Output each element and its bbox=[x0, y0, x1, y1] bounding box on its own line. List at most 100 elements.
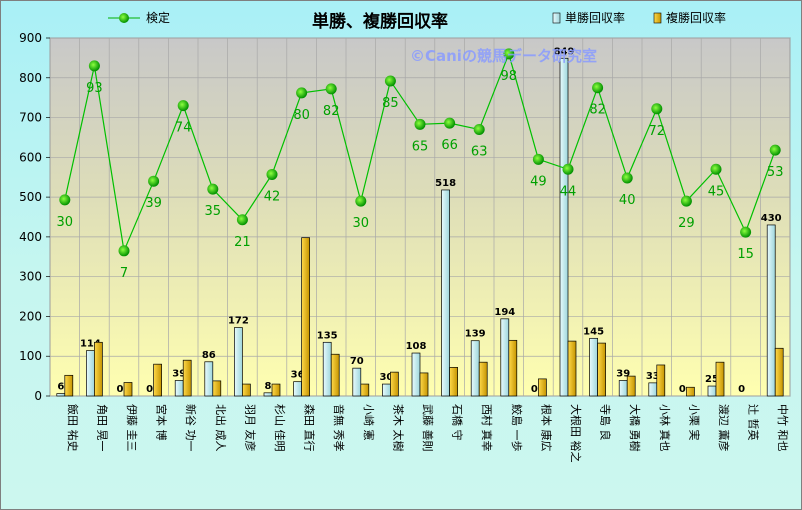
fukusho-bar bbox=[153, 363, 162, 397]
kentei-data-label: 98 bbox=[501, 69, 518, 84]
kentei-data-label: 53 bbox=[767, 165, 784, 180]
kentei-data-label: 21 bbox=[234, 235, 251, 250]
tansho-data-label: 145 bbox=[583, 326, 604, 337]
x-category-label: 武藤 善則 bbox=[421, 404, 435, 452]
tansho-data-label: 36 bbox=[291, 370, 305, 381]
y-tick-label: 600 bbox=[19, 150, 42, 164]
fukusho-bar bbox=[449, 367, 458, 397]
tansho-bar bbox=[322, 341, 332, 397]
fukusho-bar bbox=[123, 382, 133, 397]
watermark: ©Caniの競馬データ研究室 bbox=[410, 47, 597, 65]
tansho-data-label: 0 bbox=[146, 384, 153, 395]
tansho-bar bbox=[234, 327, 243, 397]
tansho-data-label: 39 bbox=[172, 368, 186, 379]
kentei-point bbox=[651, 103, 663, 115]
tansho-data-label: 518 bbox=[435, 178, 456, 189]
legend-label-b: 複勝回収率 bbox=[666, 10, 726, 25]
x-category-label: 森田 直行 bbox=[303, 404, 317, 452]
fukusho-bar bbox=[715, 361, 725, 397]
y-tick-label: 400 bbox=[19, 230, 42, 244]
kentei-data-label: 42 bbox=[264, 189, 281, 204]
kentei-point bbox=[355, 195, 367, 207]
tansho-bar bbox=[86, 350, 95, 397]
kentei-data-label: 44 bbox=[560, 184, 577, 199]
tansho-bar bbox=[352, 367, 362, 397]
legend-dot-swatch bbox=[119, 13, 129, 23]
kentei-data-label: 85 bbox=[382, 96, 399, 111]
kentei-data-label: 29 bbox=[678, 216, 695, 231]
fukusho-bar bbox=[508, 339, 518, 397]
fukusho-bar bbox=[94, 341, 103, 397]
y-tick-label: 100 bbox=[19, 349, 42, 363]
kentei-data-label: 39 bbox=[145, 196, 162, 211]
x-category-label: 寺島 良 bbox=[599, 404, 613, 441]
kentei-point bbox=[118, 245, 130, 257]
kentei-data-label: 15 bbox=[737, 247, 754, 262]
x-category-label: 西村 真幸 bbox=[480, 404, 494, 452]
tansho-bar bbox=[174, 380, 184, 397]
kentei-point bbox=[740, 226, 752, 238]
kentei-point bbox=[592, 82, 604, 94]
tansho-data-label: 33 bbox=[646, 371, 660, 382]
tansho-bar bbox=[441, 189, 450, 397]
fukusho-bar bbox=[626, 375, 636, 397]
x-category-label: 小栗 実 bbox=[687, 404, 701, 441]
kentei-point bbox=[59, 194, 71, 206]
fukusho-bar bbox=[656, 364, 666, 397]
kentei-point bbox=[503, 48, 515, 60]
tansho-bar bbox=[707, 385, 717, 397]
kentei-data-label: 66 bbox=[441, 138, 458, 153]
tansho-bar bbox=[293, 381, 302, 397]
x-category-label: 杉山 佳明 bbox=[273, 404, 287, 452]
kentei-data-label: 65 bbox=[412, 139, 429, 154]
kentei-data-label: 80 bbox=[293, 108, 310, 123]
legend-swatch-b bbox=[653, 12, 662, 24]
fukusho-bar bbox=[597, 342, 606, 397]
tansho-data-label: 8 bbox=[265, 381, 272, 392]
x-category-label: 飯田 祐史 bbox=[66, 404, 80, 452]
tansho-data-label: 25 bbox=[705, 374, 719, 385]
y-tick-label: 800 bbox=[19, 71, 42, 85]
tansho-data-label: 70 bbox=[350, 356, 364, 367]
fukusho-bar bbox=[360, 383, 370, 397]
fukusho-bar bbox=[567, 340, 577, 397]
kentei-data-label: 30 bbox=[353, 216, 370, 231]
fukusho-bar bbox=[301, 237, 310, 397]
x-category-label: 音無 秀孝 bbox=[332, 404, 346, 452]
plot-area bbox=[49, 37, 791, 397]
y-tick-label: 200 bbox=[19, 309, 42, 323]
tansho-data-label: 0 bbox=[531, 384, 538, 395]
kentei-data-label: 82 bbox=[323, 104, 340, 119]
legend-line-label: 検定 bbox=[146, 10, 170, 25]
tansho-bar bbox=[500, 318, 510, 397]
kentei-point bbox=[473, 123, 485, 135]
kentei-data-label: 30 bbox=[57, 215, 74, 230]
kentei-point bbox=[769, 144, 781, 156]
tansho-bar bbox=[382, 383, 391, 397]
kentei-point bbox=[414, 118, 426, 130]
kentei-point bbox=[532, 153, 544, 165]
tansho-data-label: 86 bbox=[202, 350, 216, 361]
tansho-data-label: 39 bbox=[616, 368, 630, 379]
kentei-data-label: 40 bbox=[619, 193, 636, 208]
tansho-data-label: 108 bbox=[406, 341, 427, 352]
kentei-point bbox=[621, 172, 633, 184]
y-tick-label: 0 bbox=[34, 389, 42, 403]
kentei-point bbox=[562, 163, 574, 175]
kentei-data-label: 72 bbox=[649, 124, 666, 139]
tansho-bar bbox=[618, 380, 628, 397]
x-category-label: 小崎 憲 bbox=[362, 404, 376, 441]
y-tick-label: 700 bbox=[19, 111, 42, 125]
tansho-bar bbox=[766, 224, 776, 397]
tansho-bar bbox=[648, 382, 658, 397]
x-category-label: 茶木 太樹 bbox=[391, 404, 404, 452]
kentei-point bbox=[384, 75, 396, 87]
kentei-data-label: 49 bbox=[530, 174, 547, 189]
tansho-bar bbox=[589, 337, 598, 397]
tansho-data-label: 139 bbox=[465, 329, 486, 340]
tansho-bar bbox=[559, 57, 569, 397]
tansho-data-label: 849 bbox=[554, 46, 575, 57]
x-category-label: 石橋 守 bbox=[451, 404, 465, 441]
kentei-point bbox=[266, 168, 278, 180]
